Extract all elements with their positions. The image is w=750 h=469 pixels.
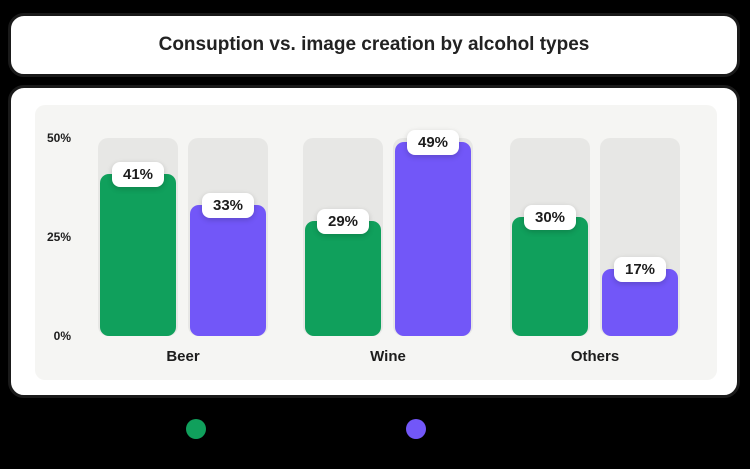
value-label-green-series-beer: 41% xyxy=(112,162,164,187)
value-label-purple-series-wine: 49% xyxy=(407,130,459,155)
bar-group-wine: 29% 49% Wine xyxy=(303,105,473,380)
y-axis-tick-50: 50% xyxy=(46,131,71,145)
category-label-beer: Beer xyxy=(166,348,200,365)
green-legend-dot xyxy=(186,419,206,439)
value-label-green-series-others: 30% xyxy=(524,205,576,230)
bar-green-series-wine xyxy=(305,221,381,336)
bar-green-series-beer xyxy=(100,174,176,336)
value-label-green-series-wine: 29% xyxy=(317,209,369,234)
value-label-purple-series-others: 17% xyxy=(614,257,666,282)
bar-track-purple-series: 49% xyxy=(393,130,473,336)
value-label-purple-series-beer: 33% xyxy=(202,193,254,218)
bar-purple-series-wine xyxy=(395,142,471,336)
chart-card: 50% 25% 0% 41% 33% Beer 29% 49% Wine 30% 17% Other… xyxy=(8,85,740,398)
purple-legend-dot xyxy=(406,419,426,439)
bar-track-green-series: 29% xyxy=(303,138,383,336)
bar-purple-series-beer xyxy=(190,205,266,336)
bar-track-purple-series: 33% xyxy=(188,138,268,336)
bar-track-green-series: 30% xyxy=(510,138,590,336)
bar-group-beer: 41% 33% Beer xyxy=(98,105,268,380)
category-label-wine: Wine xyxy=(370,348,406,365)
y-axis-tick-0: 0% xyxy=(53,329,71,343)
bar-track-purple-series: 17% xyxy=(600,138,680,336)
category-label-others: Others xyxy=(570,348,620,365)
chart-title-card: Consuption vs. image creation by alcohol… xyxy=(8,13,740,77)
y-axis-tick-25: 25% xyxy=(46,230,71,244)
chart-panel: 50% 25% 0% 41% 33% Beer 29% 49% Wine 30% 17% Other… xyxy=(35,105,717,380)
chart-title: Consuption vs. image creation by alcohol… xyxy=(158,34,590,55)
bar-track-green-series: 41% xyxy=(98,138,178,336)
bar-group-others: 30% 17% Others xyxy=(510,105,680,380)
bar-green-series-others xyxy=(512,217,588,336)
